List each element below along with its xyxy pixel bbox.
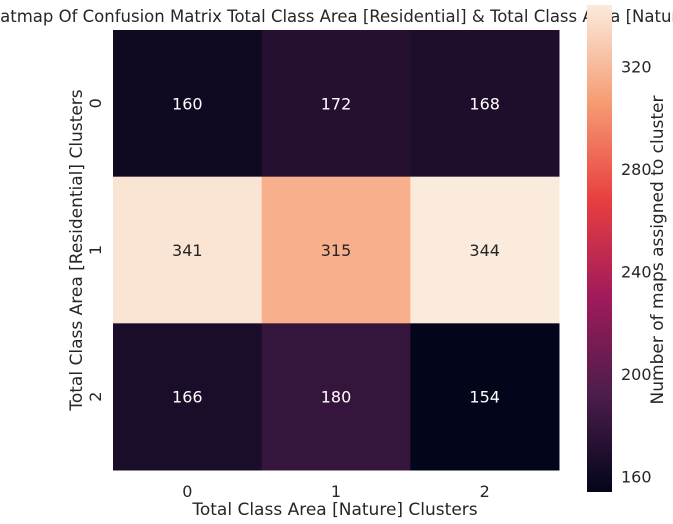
x-tick-labels: 0 1 2 — [182, 482, 490, 501]
y-tick-label: 0 — [86, 98, 105, 108]
x-axis-label: Total Class Area [Nature] Clusters — [191, 500, 477, 520]
y-axis-label: Total Class Area [Residential] Clusters — [67, 89, 87, 411]
colorbar-tick-label: 320 — [621, 58, 652, 77]
x-tick-label: 1 — [331, 482, 341, 501]
heatmap-cell-0-0 — [113, 30, 263, 178]
cell-value-label: 315 — [321, 241, 352, 260]
colorbar — [587, 5, 612, 492]
cell-value-label: 166 — [172, 388, 203, 407]
heatmap-cell-1-0 — [113, 176, 263, 324]
colorbar-tick-label: 200 — [621, 365, 652, 384]
cell-value-label: 160 — [172, 94, 203, 113]
colorbar-tick-label: 160 — [621, 468, 652, 487]
colorbar-ticks: 160 200 240 280 320 — [621, 58, 652, 487]
colorbar-tick-label: 280 — [621, 160, 652, 179]
y-tick-label: 1 — [86, 245, 105, 255]
heatmap-cell-2-1 — [261, 323, 411, 471]
heatmap-cell-0-1 — [261, 30, 411, 178]
colorbar-label: Number of maps assigned to cluster — [648, 96, 668, 405]
x-tick-label: 0 — [182, 482, 192, 501]
heatmap-cells: 160 172 168 341 315 344 166 180 154 — [113, 30, 560, 471]
x-tick-label: 2 — [480, 482, 490, 501]
cell-value-label: 180 — [321, 388, 352, 407]
cell-value-label: 154 — [469, 388, 500, 407]
heatmap-cell-2-0 — [113, 323, 263, 471]
heatmap-cell-1-1 — [261, 176, 411, 324]
y-tick-labels: 0 1 2 — [86, 98, 105, 402]
chart-title: Heatmap Of Confusion Matrix Total Class … — [0, 7, 673, 26]
cell-value-label: 172 — [321, 94, 352, 113]
heatmap-cell-2-2 — [410, 323, 560, 471]
heatmap-cell-1-2 — [410, 176, 560, 324]
y-tick-label: 2 — [86, 392, 105, 402]
cell-value-label: 168 — [469, 94, 500, 113]
colorbar-tick-label: 240 — [621, 263, 652, 282]
heatmap-cell-0-2 — [410, 30, 560, 178]
cell-value-label: 344 — [469, 241, 500, 260]
cell-value-label: 341 — [172, 241, 203, 260]
